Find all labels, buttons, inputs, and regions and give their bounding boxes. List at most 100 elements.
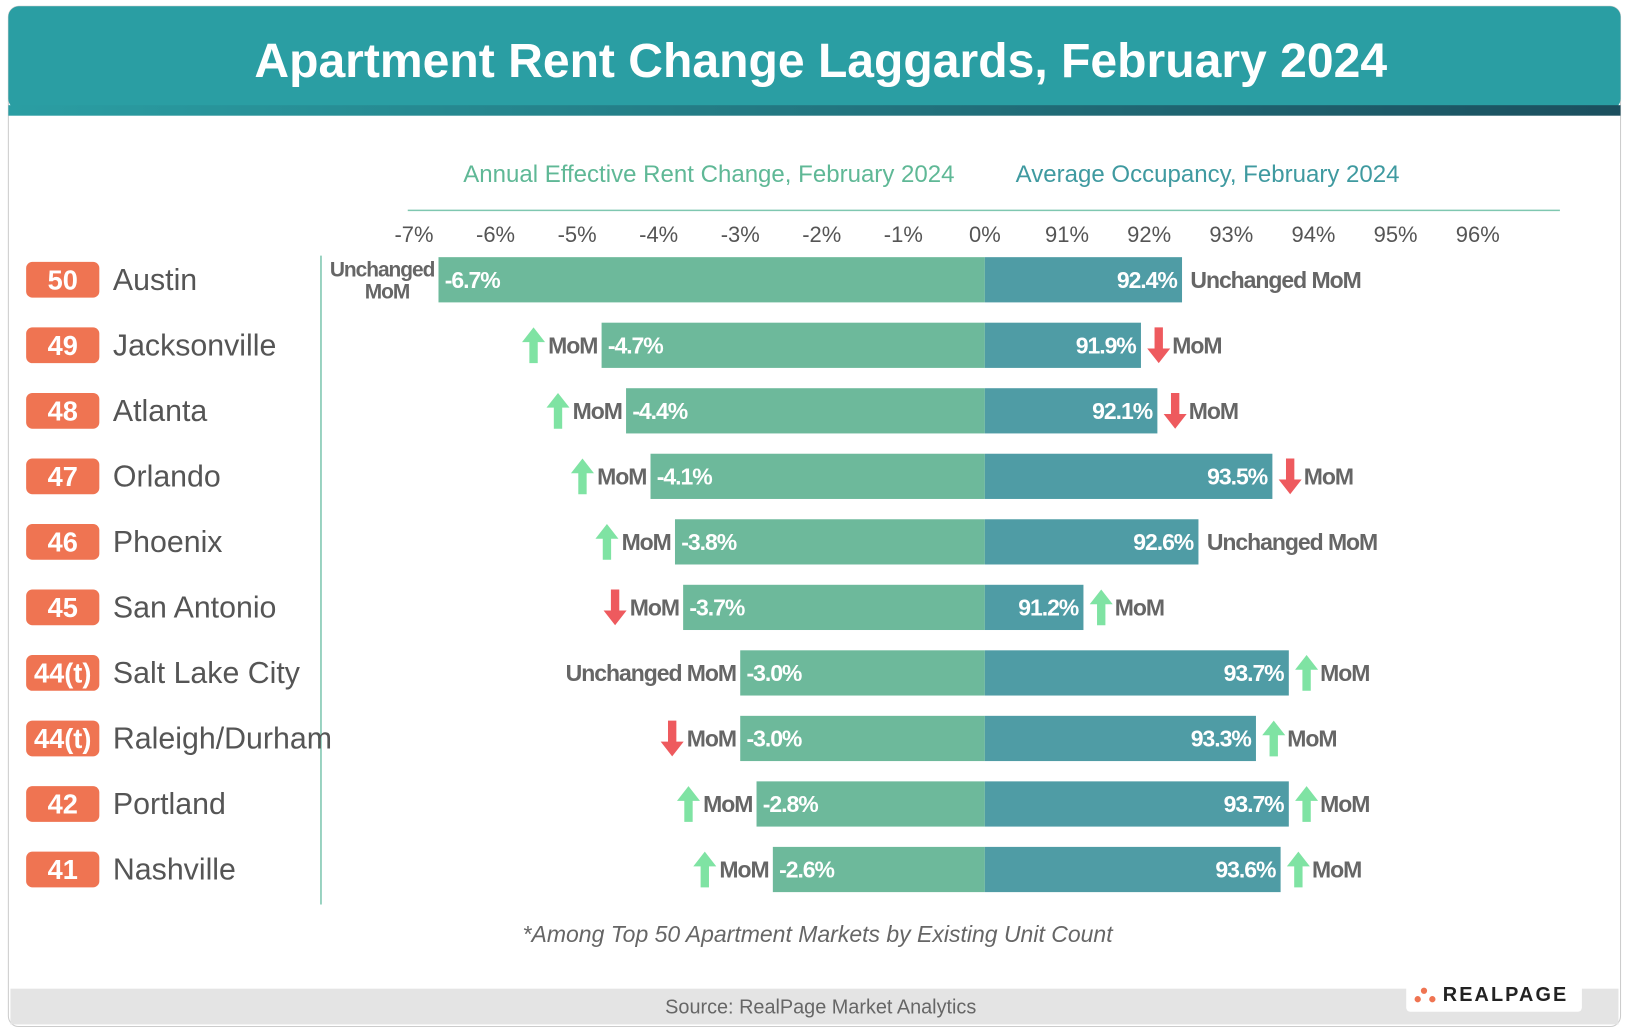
trend-arrow xyxy=(1147,327,1171,364)
rank-badge xyxy=(26,261,100,298)
category-label: Austin xyxy=(113,263,197,297)
trend-arrow xyxy=(522,327,546,364)
trend-arrow xyxy=(1295,786,1319,822)
trend-arrow xyxy=(595,523,619,560)
occupancy-value-label: 91.9% xyxy=(1076,332,1137,358)
trend-arrow xyxy=(1163,392,1187,429)
rank: 50 xyxy=(48,264,78,295)
title: Apartment Rent Change Laggards, February… xyxy=(254,34,1387,88)
x-tick-label: 91% xyxy=(1045,222,1089,247)
trend-arrow xyxy=(693,851,717,888)
trend-arrow xyxy=(1286,851,1310,888)
category-label: Portland xyxy=(113,787,226,821)
occupancy-value-label: 92.6% xyxy=(1133,529,1194,555)
occupancy-mom: Unchanged MoM xyxy=(1207,529,1377,555)
rent-bar xyxy=(756,781,985,827)
occupancy-bar xyxy=(984,846,1281,893)
rank-badge xyxy=(26,786,100,822)
rent-mom: MoM xyxy=(548,332,597,358)
rent-value-label: -2.8% xyxy=(763,791,818,817)
rent-mom: Unchanged MoM xyxy=(330,258,435,303)
rank-badge xyxy=(26,851,100,888)
occupancy-value-label: 93.5% xyxy=(1207,463,1268,489)
trend-arrow xyxy=(660,720,684,757)
occupancy-mom: MoM xyxy=(1320,791,1369,817)
occupancy-value-label: 93.3% xyxy=(1191,725,1252,751)
rent-value-label: -2.6% xyxy=(779,856,834,882)
rent-value-label: -3.0% xyxy=(746,725,801,751)
note: *Among Top 50 Apartment Markets by Exist… xyxy=(523,921,1115,947)
trend-arrow xyxy=(1295,655,1319,691)
rank: 44(t) xyxy=(34,723,91,754)
occupancy-bar xyxy=(984,584,1084,631)
rent-mom: MoM xyxy=(687,725,736,751)
occupancy-bar xyxy=(984,322,1141,368)
rent-bar xyxy=(772,846,985,893)
rent-bar xyxy=(626,388,985,434)
footer-band xyxy=(10,988,1619,1025)
rank-badge xyxy=(26,720,100,757)
rent-bar xyxy=(740,650,985,696)
occupancy-mom: MoM xyxy=(1172,332,1221,358)
rank: 47 xyxy=(48,461,78,492)
rent-bar xyxy=(674,519,985,565)
trend-arrow xyxy=(1089,589,1113,626)
rent-mom: MoM xyxy=(597,463,646,489)
occupancy-value-label: 92.1% xyxy=(1092,398,1153,424)
rent-mom: MoM xyxy=(703,791,752,817)
rent-bar xyxy=(650,453,985,499)
rank-badge xyxy=(26,327,100,364)
trend-arrow xyxy=(570,458,594,495)
x-tick-label: 95% xyxy=(1374,222,1418,247)
occupancy-mom: MoM xyxy=(1287,725,1336,751)
trend-arrow xyxy=(603,589,627,626)
trend-arrow xyxy=(1262,720,1286,757)
header-strip xyxy=(8,105,1621,116)
rank-badge xyxy=(26,655,100,691)
rent-mom: MoM xyxy=(719,856,768,882)
trend-arrow xyxy=(676,786,700,822)
rent-mom: MoM xyxy=(573,398,622,424)
occupancy-bar xyxy=(984,781,1289,827)
category-label: Nashville xyxy=(113,852,236,886)
category-label: San Antonio xyxy=(113,590,277,624)
x-tick-label: -3% xyxy=(721,222,760,247)
occupancy-bar xyxy=(984,650,1289,696)
x-tick-label: 0% xyxy=(969,222,1001,247)
rent-value-label: -3.8% xyxy=(681,529,736,555)
x-tick-label: -5% xyxy=(558,222,597,247)
occupancy-mom: MoM xyxy=(1320,660,1369,686)
rank: 45 xyxy=(48,592,78,623)
x-tick-label: 93% xyxy=(1209,222,1253,247)
x-tick-label: -4% xyxy=(639,222,678,247)
rank: 42 xyxy=(48,788,78,819)
x-tick-label: 96% xyxy=(1456,222,1500,247)
occupancy-mom: MoM xyxy=(1304,463,1353,489)
x-tick-label: -6% xyxy=(476,222,515,247)
occupancy-title: Average Occupancy, February 2024 xyxy=(1016,161,1400,188)
category-label: Orlando xyxy=(113,459,221,493)
x-tick-label: 94% xyxy=(1291,222,1335,247)
occupancy-mom: MoM xyxy=(1115,594,1164,620)
trend-arrow xyxy=(546,392,570,429)
occupancy-mom: Unchanged MoM xyxy=(1190,267,1360,293)
rank-badge xyxy=(26,392,100,429)
rent-value-label: -3.7% xyxy=(689,594,744,620)
x-tick-label: -7% xyxy=(395,222,434,247)
rent-mom: MoM xyxy=(622,529,671,555)
rent-bar xyxy=(601,322,985,368)
rank-badge xyxy=(26,458,100,495)
category-label: Phoenix xyxy=(113,525,223,559)
rent-bar xyxy=(683,584,985,631)
rank: 46 xyxy=(48,526,78,557)
rent-bar xyxy=(740,715,985,762)
rank: 49 xyxy=(48,330,78,361)
source: Source: RealPage Market Analytics xyxy=(665,997,976,1019)
header-band xyxy=(8,6,1621,110)
rank: 41 xyxy=(48,854,78,885)
rank: 44(t) xyxy=(34,657,91,688)
category-label: Jacksonville xyxy=(113,328,276,362)
trend-arrow xyxy=(1278,458,1302,495)
rent-value-label: -4.7% xyxy=(608,332,663,358)
occupancy-mom: MoM xyxy=(1189,398,1238,424)
